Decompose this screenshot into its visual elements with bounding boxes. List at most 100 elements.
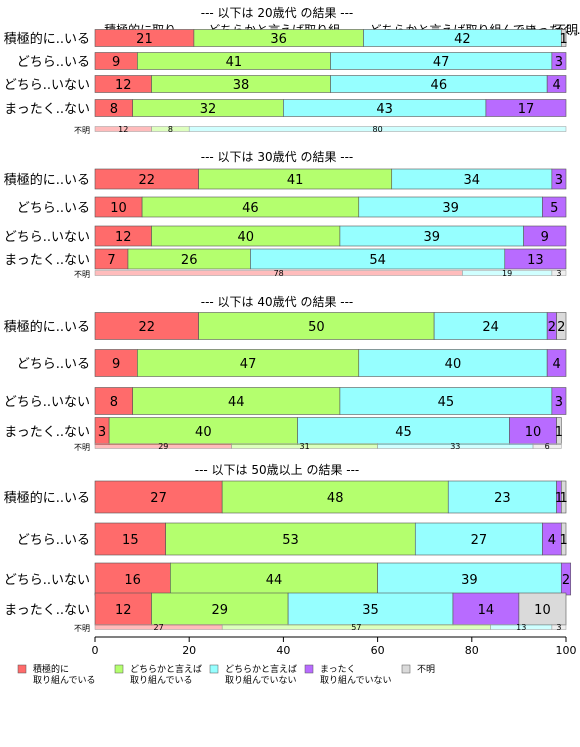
bar-segment bbox=[358, 349, 548, 377]
unknown-data-label: 57 bbox=[351, 623, 361, 632]
row-label: 積極的に..いる bbox=[4, 490, 90, 506]
data-label: 40 bbox=[237, 230, 254, 245]
unknown-data-label: 78 bbox=[274, 269, 284, 278]
legend-label: どちらかと言えば bbox=[130, 663, 202, 675]
x-tick-label: 60 bbox=[371, 644, 385, 657]
data-label: 54 bbox=[369, 253, 386, 268]
legend-label: 不明 bbox=[417, 664, 435, 675]
data-label: 3 bbox=[98, 425, 106, 440]
data-label: 4 bbox=[552, 78, 560, 93]
bar-segment bbox=[546, 349, 567, 377]
bar-segment bbox=[551, 387, 567, 415]
data-label: 27 bbox=[471, 533, 488, 548]
bar-segment bbox=[132, 387, 341, 415]
unknown-row-label: 不明 bbox=[74, 624, 90, 633]
data-label: 10 bbox=[525, 425, 542, 440]
data-label: 45 bbox=[395, 425, 412, 440]
bar-segment bbox=[151, 592, 289, 626]
unknown-data-label: 31 bbox=[300, 442, 310, 451]
bar-segment bbox=[447, 480, 557, 514]
data-label: 17 bbox=[518, 102, 535, 117]
data-label: 40 bbox=[195, 425, 212, 440]
row-label: どちら..いない bbox=[4, 230, 90, 245]
data-label: 1 bbox=[555, 425, 563, 440]
data-label: 3 bbox=[555, 395, 563, 410]
row-label: どちら..いる bbox=[17, 201, 90, 216]
data-label: 7 bbox=[107, 253, 115, 268]
unknown-row-label: 不明 bbox=[74, 126, 90, 135]
data-label: 12 bbox=[115, 230, 132, 245]
bar-segment bbox=[165, 522, 416, 556]
row-label: まったく..ない bbox=[4, 253, 90, 268]
row-label: どちら..いない bbox=[4, 78, 90, 93]
data-label: 39 bbox=[442, 201, 459, 216]
data-label: 8 bbox=[110, 102, 118, 117]
data-label: 47 bbox=[240, 357, 257, 372]
data-label: 23 bbox=[494, 491, 511, 506]
row-label: どちら..いない bbox=[4, 395, 90, 410]
data-label: 16 bbox=[124, 573, 141, 588]
x-tick-label: 80 bbox=[465, 644, 479, 657]
data-label: 1 bbox=[560, 32, 568, 47]
unknown-bar-segment bbox=[551, 270, 567, 276]
row-label: まったく..ない bbox=[4, 603, 90, 618]
data-label: 40 bbox=[445, 357, 462, 372]
unknown-row-label: 不明 bbox=[74, 270, 90, 279]
unknown-row-label: 不明 bbox=[74, 443, 90, 452]
bar-segment bbox=[94, 312, 199, 340]
x-tick-label: 40 bbox=[276, 644, 290, 657]
data-label: 2 bbox=[562, 573, 570, 588]
unknown-data-label: 27 bbox=[153, 623, 163, 632]
bar-segment bbox=[523, 225, 567, 247]
bar-segment bbox=[198, 312, 435, 340]
row-label: まったく..ない bbox=[4, 102, 90, 117]
legend-swatch bbox=[401, 664, 411, 674]
data-label: 27 bbox=[150, 491, 167, 506]
data-label: 36 bbox=[270, 32, 287, 47]
x-tick-label: 20 bbox=[182, 644, 196, 657]
data-label: 1 bbox=[555, 491, 563, 506]
data-label: 22 bbox=[139, 320, 156, 335]
panel-title: --- 以下は 50歳以上 の結果 --- bbox=[195, 463, 360, 477]
unknown-data-label: 19 bbox=[502, 269, 512, 278]
data-label: 38 bbox=[233, 78, 250, 93]
x-tick-label: 100 bbox=[556, 644, 577, 657]
data-label: 50 bbox=[308, 320, 325, 335]
data-label: 1 bbox=[560, 491, 568, 506]
legend-swatch bbox=[209, 664, 219, 674]
data-label: 4 bbox=[552, 357, 560, 372]
data-label: 32 bbox=[200, 102, 217, 117]
unknown-data-label: 33 bbox=[450, 442, 460, 451]
bar-segment bbox=[560, 29, 567, 47]
data-label: 3 bbox=[555, 55, 563, 70]
bar-segment bbox=[556, 312, 567, 340]
row-label: どちら..いる bbox=[17, 357, 90, 372]
panel-title: --- 以下は 20歳代 の結果 --- bbox=[201, 6, 354, 20]
data-label: 21 bbox=[136, 32, 153, 47]
row-label: どちら..いない bbox=[4, 573, 90, 588]
data-label: 39 bbox=[461, 573, 478, 588]
data-label: 5 bbox=[550, 201, 558, 216]
data-label: 44 bbox=[266, 573, 283, 588]
panel-title: --- 以下は 30歳代 の結果 --- bbox=[201, 150, 354, 164]
data-label: 2 bbox=[557, 320, 565, 335]
bar-segment bbox=[137, 349, 360, 377]
data-label: 9 bbox=[541, 230, 549, 245]
legend-label: 取り組んでいない bbox=[320, 674, 392, 686]
bar-segment bbox=[546, 75, 567, 93]
data-label: 9 bbox=[112, 55, 120, 70]
data-label: 46 bbox=[242, 201, 259, 216]
bar-segment bbox=[94, 387, 133, 415]
unknown-data-label: 29 bbox=[158, 442, 168, 451]
bar-segment bbox=[560, 480, 567, 514]
data-label: 10 bbox=[110, 201, 127, 216]
data-label: 3 bbox=[555, 173, 563, 188]
unknown-data-label: 8 bbox=[168, 125, 173, 134]
legend-label: 取り組んでいる bbox=[130, 674, 193, 686]
unknown-bar-segment bbox=[551, 624, 567, 630]
unknown-data-label: 3 bbox=[556, 269, 561, 278]
bar-segment bbox=[551, 168, 567, 190]
data-label: 53 bbox=[282, 533, 299, 548]
bar-segment bbox=[556, 417, 562, 445]
data-label: 41 bbox=[226, 55, 243, 70]
